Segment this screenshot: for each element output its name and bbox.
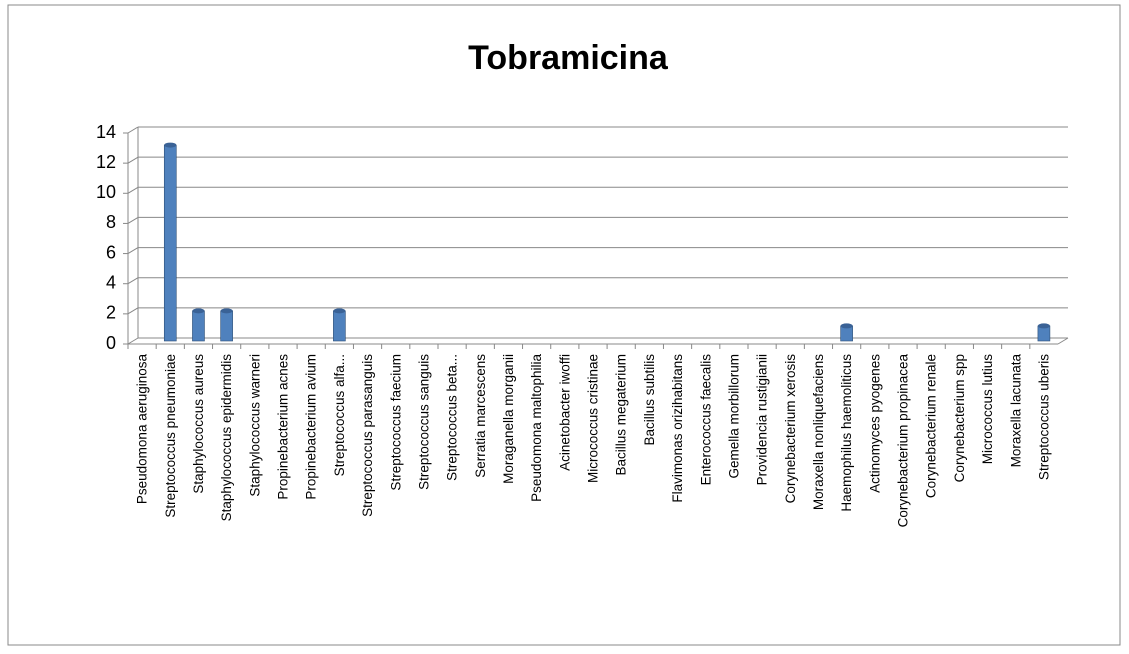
grid-line <box>127 186 139 194</box>
x-tick-label: Acinetobacter iwoffi <box>557 354 572 471</box>
x-tick-label: Haemophilus haemoliticus <box>839 354 854 512</box>
grid-line <box>127 216 139 224</box>
x-tick-label: Actinomyces pyogenes <box>867 354 882 493</box>
x-tick-label: Flavimonas orizihabitans <box>670 354 685 503</box>
x-tick-label: Corynebacterium spp <box>952 354 967 482</box>
x-tick-label: Serratia marcescens <box>473 354 488 478</box>
grid-line <box>127 247 139 255</box>
x-tick-label: Micrococcus lutius <box>980 354 995 465</box>
grid-line <box>127 337 139 345</box>
x-tick-label: Propinebacterium acnes <box>276 354 291 500</box>
x-tick-label: Streptococcus faecium <box>388 354 403 491</box>
x-tick-label: Pseudomona maltophilia <box>529 354 544 502</box>
x-tick-label: Moraganella morganii <box>501 354 516 484</box>
x-tick-label: Streptococcus sanguis <box>416 354 431 490</box>
x-tick-label: Pseudomona aeruginosa <box>135 354 150 505</box>
y-tick-label: 4 <box>106 272 116 292</box>
x-tick-label: Streptococcus pneumoniae <box>163 354 178 518</box>
bar-top <box>333 308 346 314</box>
x-tick-label: Bacillus megaterium <box>614 354 629 476</box>
y-tick-label: 8 <box>106 212 116 232</box>
x-tick-label: Streptococcus parasanguis <box>360 354 375 517</box>
x-tick-label: Staphylococcus warneri <box>247 354 262 497</box>
grid-line <box>127 156 139 164</box>
x-tick-label: Corynebacterium propinacea <box>896 354 911 528</box>
floor-edge <box>1057 337 1069 345</box>
bar-top <box>192 308 205 314</box>
y-tick-label: 14 <box>96 122 116 142</box>
bar <box>192 310 205 342</box>
grid-line <box>127 277 139 285</box>
bar <box>163 144 177 342</box>
x-tick-label: Streptococcus uberis <box>1036 354 1051 480</box>
bar-top <box>164 142 177 148</box>
x-tick-label: Streptococcus alfa... <box>332 354 347 476</box>
y-tick-label: 2 <box>106 303 116 323</box>
bar-top <box>840 323 853 329</box>
chart-title: Tobramicina <box>468 39 669 77</box>
y-tick-label: 10 <box>96 182 116 202</box>
x-tick-label: Propinebacterium avium <box>304 354 319 500</box>
y-tick-label: 12 <box>96 152 116 172</box>
grid-line <box>127 126 139 134</box>
x-tick-label: Bacillus subtilis <box>642 354 657 446</box>
y-tick-label: 6 <box>106 242 116 262</box>
x-tick-label: Moraxella lacunata <box>1008 354 1023 468</box>
x-tick-label: Staphylococcus aureus <box>191 354 206 494</box>
x-tick-label: Corynebacterium renale <box>924 354 939 498</box>
bar <box>333 310 346 342</box>
bar-top <box>1037 323 1050 329</box>
x-tick-label: Providencia rustigianii <box>755 354 770 485</box>
x-tick-label: Micrococcus cristinae <box>586 354 601 483</box>
y-tick-label: 0 <box>106 333 116 353</box>
bar-top <box>220 308 233 314</box>
x-tick-label: Enterococcus faecalis <box>698 354 713 486</box>
bar <box>220 310 233 342</box>
x-tick-label: Staphylococcus epidermidis <box>219 354 234 522</box>
x-tick-label: Streptococcus beta... <box>445 354 460 481</box>
x-tick-label: Gemella morbillorum <box>726 354 741 479</box>
x-tick-label: Moraxella nonliquefaciens <box>811 354 826 510</box>
x-tick-label: Corynebacterium xerosis <box>783 354 798 504</box>
grid-line <box>127 307 139 315</box>
